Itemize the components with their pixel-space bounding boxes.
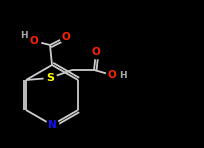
Text: S: S xyxy=(46,73,54,83)
Text: O: O xyxy=(108,70,116,80)
Text: O: O xyxy=(62,32,70,42)
Text: O: O xyxy=(92,47,100,57)
Text: H: H xyxy=(20,30,28,40)
Text: H: H xyxy=(119,71,127,81)
Text: N: N xyxy=(48,120,56,130)
Text: O: O xyxy=(30,36,38,46)
